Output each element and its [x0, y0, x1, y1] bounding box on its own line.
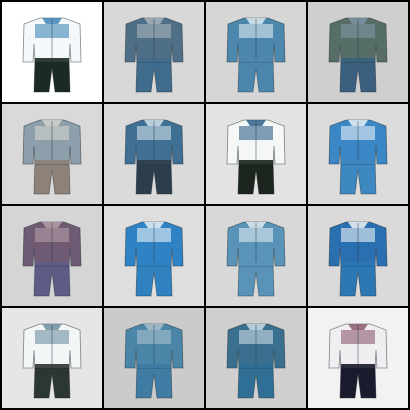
jacket-waistband: [239, 262, 273, 266]
tracksuit-image: [308, 206, 408, 306]
pants: [339, 261, 377, 297]
grid-tile: [308, 308, 408, 408]
pants: [237, 261, 275, 297]
pants: [237, 57, 275, 93]
jacket-waistband: [35, 364, 69, 368]
jacket-waistband: [35, 262, 69, 266]
tracksuit-image: [2, 104, 102, 204]
tracksuit-image: [308, 2, 408, 102]
grid-tile: [2, 308, 102, 408]
pants: [339, 363, 377, 399]
tracksuit-image: [206, 104, 306, 204]
jacket-waistband: [341, 160, 375, 164]
tracksuit-image: [104, 2, 204, 102]
pants: [33, 159, 71, 195]
jacket-waistband: [137, 58, 171, 62]
pants: [33, 57, 71, 93]
tracksuit-image: [104, 206, 204, 306]
grid-tile: [308, 2, 408, 102]
jacket-waistband: [137, 262, 171, 266]
grid-tile: [2, 206, 102, 306]
pants: [135, 57, 173, 93]
grid-tile: [104, 104, 204, 204]
grid-tile: [308, 206, 408, 306]
pants: [339, 57, 377, 93]
jacket-waistband: [35, 160, 69, 164]
tracksuit-image: [104, 308, 204, 408]
grid-tile: [206, 104, 306, 204]
pants: [135, 159, 173, 195]
jacket-waistband: [341, 58, 375, 62]
jacket-waistband: [341, 262, 375, 266]
grid-tile: [206, 2, 306, 102]
tracksuit-image: [2, 308, 102, 408]
jacket-waistband: [341, 364, 375, 368]
grid-tile: [206, 206, 306, 306]
grid-tile: [104, 2, 204, 102]
tracksuit-image: [2, 2, 102, 102]
pants: [33, 261, 71, 297]
jacket-waistband: [35, 58, 69, 62]
tracksuit-image: [2, 206, 102, 306]
tracksuit-image: [308, 104, 408, 204]
tracksuit-image: [206, 308, 306, 408]
jacket-waistband: [137, 160, 171, 164]
pants: [135, 363, 173, 399]
jacket-waistband: [239, 364, 273, 368]
grid-tile: [308, 104, 408, 204]
pants: [33, 363, 71, 399]
pants: [339, 159, 377, 195]
grid-tile: [206, 308, 306, 408]
jacket-waistband: [137, 364, 171, 368]
grid-tile: [104, 206, 204, 306]
grid-tile: [2, 2, 102, 102]
tracksuit-image: [104, 104, 204, 204]
grid-tile: [104, 308, 204, 408]
pants: [237, 363, 275, 399]
jacket-waistband: [239, 58, 273, 62]
tracksuit-image: [308, 308, 408, 408]
pants: [135, 261, 173, 297]
tracksuit-image: [206, 2, 306, 102]
pants: [237, 159, 275, 195]
jacket-waistband: [239, 160, 273, 164]
grid-tile: [2, 104, 102, 204]
tracksuit-image: [206, 206, 306, 306]
